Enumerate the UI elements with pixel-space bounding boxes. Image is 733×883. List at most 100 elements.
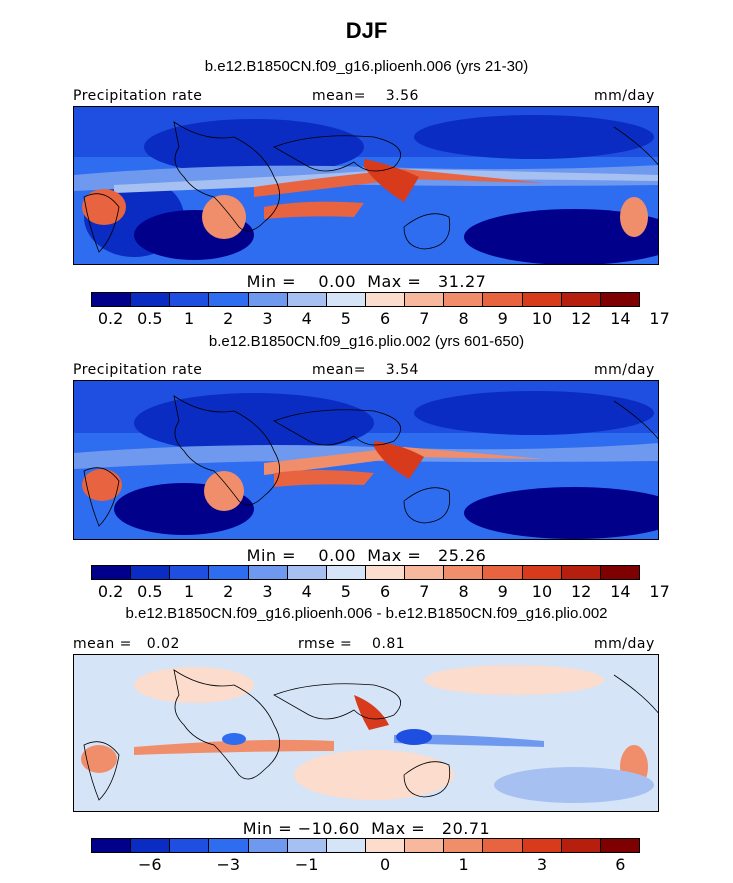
panel-3-units-label: mm/day [594, 636, 655, 652]
panel-1-units-label: mm/day [594, 88, 655, 104]
colorbar-swatch [365, 839, 406, 852]
panel-2-subtitle: b.e12.B1850CN.f09_g16.plio.002 (yrs 601-… [208, 333, 525, 350]
colorbar-swatch [248, 839, 288, 852]
colorbar-tick-label: 7 [419, 582, 430, 601]
colorbar-tick-label: 8 [458, 309, 469, 328]
panel-2-mean-label: mean= 3.54 [312, 362, 419, 378]
colorbar-swatch [483, 293, 523, 306]
panel-3-map [73, 654, 659, 812]
colorbar-tick-label: 12 [570, 309, 592, 328]
colorbar-swatch [326, 293, 366, 306]
colorbar-tick-label: 6 [380, 582, 391, 601]
colorbar-swatch [522, 839, 562, 852]
colorbar-swatch [92, 293, 132, 306]
colorbar-tick-label: 0.2 [97, 582, 124, 601]
colorbar-tick-label: 0.5 [137, 582, 163, 601]
colorbar-tick-label: 1 [183, 309, 195, 328]
colorbar-tick-label: 0.5 [137, 309, 163, 328]
panel-2-variable-label: Precipitation rate [73, 362, 203, 378]
figure-title: DJF [345, 18, 388, 43]
colorbar-tick-label: 3 [262, 309, 273, 328]
colorbar-tick-label: 1 [458, 855, 469, 874]
panel-2-colorbar-ticks: 0.2 0.5 1 2 3 4 5 6 7 8 9 10 12 14 17 [91, 582, 670, 602]
colorbar-swatch [209, 839, 249, 852]
colorbar-swatch [522, 293, 562, 306]
panel-3-mean-label: mean = 0.02 [73, 636, 180, 652]
colorbar-tick-label: 6 [380, 309, 391, 328]
colorbar-tick-label: 0 [380, 855, 391, 874]
colorbar-tick-label: 5 [340, 309, 351, 328]
colorbar-swatch [248, 293, 288, 306]
colorbar-tick-label: 9 [497, 309, 508, 328]
colorbar-swatch [405, 566, 445, 579]
colorbar-tick-label: 6 [615, 855, 626, 874]
panel-1-minmax: Min = 0.00 Max = 31.27 [246, 272, 487, 291]
colorbar-swatch [444, 566, 484, 579]
colorbar-tick-label: −1 [294, 855, 319, 874]
colorbar-tick-label: 17 [649, 309, 670, 328]
colorbar-swatch [405, 293, 445, 306]
colorbar-swatch [170, 293, 210, 306]
colorbar-swatch [209, 293, 249, 306]
colorbar-swatch [248, 566, 288, 579]
panel-2-map [73, 380, 659, 540]
colorbar-tick-label: 7 [419, 309, 430, 328]
colorbar-tick-label: 1 [183, 582, 195, 601]
colorbar-tick-label: 3 [262, 582, 273, 601]
panel-3-subtitle: b.e12.B1850CN.f09_g16.plioenh.006 - b.e1… [125, 605, 608, 622]
colorbar-swatch [561, 566, 601, 579]
colorbar-swatch [92, 566, 132, 579]
panel-3-colorbar [91, 838, 640, 853]
panel-2-units-label: mm/day [594, 362, 655, 378]
colorbar-swatch [287, 839, 327, 852]
colorbar-swatch [600, 839, 639, 852]
colorbar-tick-label: 10 [531, 309, 553, 328]
colorbar-tick-label: 2 [223, 582, 234, 601]
colorbar-swatch [365, 293, 406, 306]
colorbar-swatch [561, 293, 601, 306]
colorbar-tick-label: 12 [570, 582, 592, 601]
panel-2-minmax: Min = 0.00 Max = 25.26 [246, 546, 487, 565]
colorbar-swatch [444, 839, 484, 852]
colorbar-tick-label: 4 [301, 309, 312, 328]
colorbar-swatch [209, 566, 249, 579]
panel-3-colorbar-ticks: −6 −3 −1 0 1 3 6 [91, 855, 640, 875]
colorbar-tick-label: 5 [340, 582, 351, 601]
colorbar-swatch [483, 839, 523, 852]
colorbar-swatch [131, 566, 171, 579]
colorbar-swatch [287, 566, 327, 579]
panel-1-precip-field [74, 107, 658, 264]
colorbar-swatch [131, 839, 171, 852]
colorbar-tick-label: 2 [223, 309, 234, 328]
colorbar-tick-label: 8 [458, 582, 469, 601]
panel-2-precip-field [74, 381, 658, 539]
colorbar-swatch [287, 293, 327, 306]
panel-1-map [73, 106, 659, 265]
panel-2-colorbar [91, 565, 640, 580]
colorbar-tick-label: 3 [536, 855, 548, 874]
colorbar-swatch [405, 839, 445, 852]
panel-3-diff-field [74, 655, 658, 811]
colorbar-swatch [522, 566, 562, 579]
colorbar-tick-label: 9 [497, 582, 508, 601]
panel-3-minmax: Min = −10.60 Max = 20.71 [242, 819, 491, 838]
colorbar-swatch [600, 566, 639, 579]
panel-3-rmse-label: rmse = 0.81 [298, 636, 406, 652]
colorbar-tick-label: 10 [531, 582, 553, 601]
colorbar-swatch [131, 293, 171, 306]
colorbar-swatch [365, 566, 406, 579]
panel-1-mean-label: mean= 3.56 [312, 88, 419, 104]
panel-1-colorbar-ticks: 0.2 0.5 1 2 3 4 5 6 7 8 9 10 12 14 17 [91, 309, 670, 329]
colorbar-swatch [92, 839, 132, 852]
colorbar-swatch [444, 293, 484, 306]
colorbar-swatch [561, 839, 601, 852]
colorbar-tick-label: 4 [301, 582, 312, 601]
colorbar-swatch [326, 839, 366, 852]
colorbar-swatch [326, 566, 366, 579]
colorbar-tick-label: 14 [610, 582, 631, 601]
colorbar-tick-label: −3 [216, 855, 241, 874]
colorbar-swatch [170, 839, 210, 852]
panel-1-variable-label: Precipitation rate [73, 88, 203, 104]
colorbar-tick-label: 17 [649, 582, 670, 601]
panel-1-colorbar [91, 292, 640, 307]
